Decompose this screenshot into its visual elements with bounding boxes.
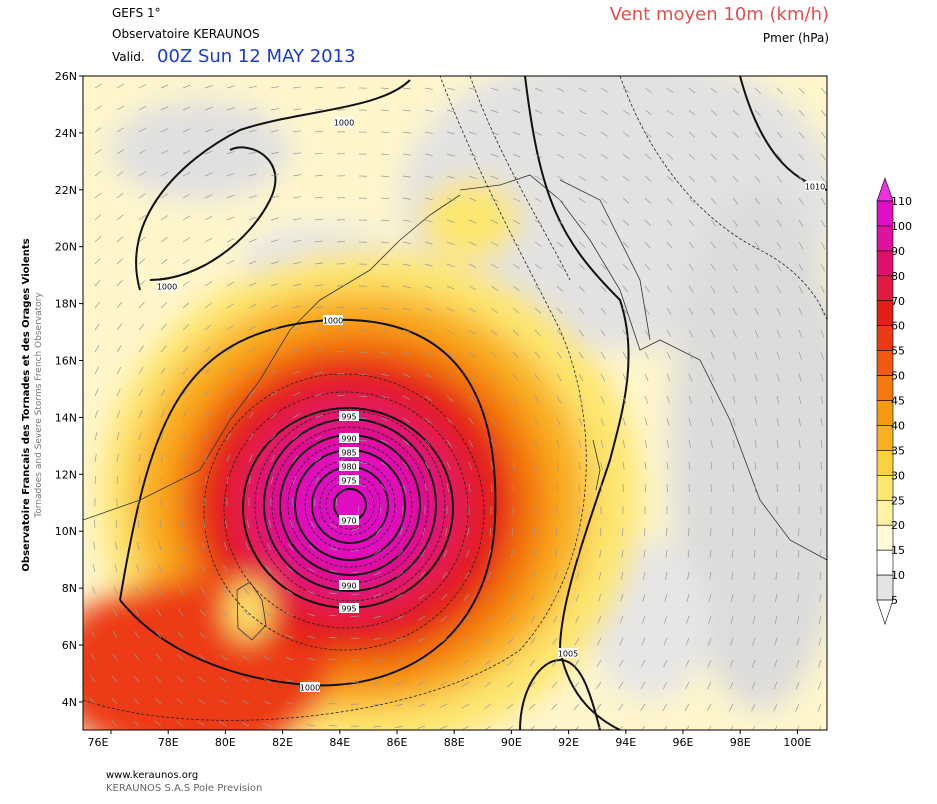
isobar-label: 1000 [323,317,343,326]
lon-label: 92E [558,736,579,749]
lon-label: 86E [387,736,408,749]
side-text: Observatoire Francais des Tornades et de… [21,238,32,571]
lat-label: 20N [55,241,77,254]
source: Observatoire KERAUNOS [112,27,260,41]
lat-label: 4N [62,696,77,709]
colorbar-label: 20 [891,519,905,532]
colorbar-label: 60 [891,320,905,333]
colorbar-label: 110 [891,195,912,208]
lat-label: 22N [55,184,77,197]
lat-label: 14N [55,411,77,424]
lat-label: 12N [55,468,77,481]
lon-label: 76E [88,736,109,749]
colorbar-label: 10 [891,569,905,582]
field-title: Vent moyen 10m (km/h) [610,4,829,25]
colorbar-label: 5 [891,594,898,607]
lon-label: 80E [215,736,236,749]
lon-label: 88E [444,736,465,749]
isobar-label: 995 [341,413,356,422]
isobar-label: 970 [341,517,356,526]
isobar-label: 985 [341,449,356,458]
lat-label: 16N [55,355,77,368]
colorbar-label: 55 [891,345,905,358]
overlay-title: Pmer (hPa) [763,31,829,45]
lat-label: 24N [55,127,77,140]
lat-label: 26N [55,70,77,83]
lon-label: 98E [730,736,751,749]
lon-label: 78E [158,736,179,749]
lon-label: 94E [615,736,636,749]
valid-label: Valid. [112,50,145,64]
colorbar-label: 70 [891,295,905,308]
valid-time: 00Z Sun 12 MAY 2013 [157,46,356,67]
isobar-label: 980 [341,463,356,472]
wind-shading [50,50,850,760]
footer-company: KERAUNOS S.A.S Pole Prevision [106,783,262,794]
isobar-label: 1000 [334,119,354,128]
colorbar-label: 25 [891,494,905,507]
lon-label: 96E [673,736,694,749]
lat-label: 18N [55,298,77,311]
lat-label: 6N [62,639,77,652]
isobar-label: 995 [341,605,356,614]
isobar-label: 1000 [300,684,320,693]
isobar-label: 990 [341,435,356,444]
colorbar-label: 15 [891,544,905,557]
isobar-label: 1010 [805,183,825,192]
colorbar-label: 35 [891,444,905,457]
map [50,50,850,760]
lat-label: 10N [55,525,77,538]
isobar-label: 975 [341,477,356,486]
colorbar-label: 100 [891,220,912,233]
colorbar-label: 50 [891,370,905,383]
isobar-label: 1000 [157,283,177,292]
colorbar-label: 30 [891,469,905,482]
isobar-label: 1005 [558,650,578,659]
lon-label: 90E [501,736,522,749]
lat-label: 8N [62,582,77,595]
model: GEFS 1° [112,6,161,20]
colorbar-label: 40 [891,419,905,432]
colorbar-label: 80 [891,270,905,283]
lon-label: 100E [783,736,811,749]
colorbar-label: 90 [891,245,905,258]
colorbar-label: 45 [891,395,905,408]
lon-label: 82E [272,736,293,749]
lon-label: 84E [329,736,350,749]
footer-url: www.keraunos.org [106,770,198,781]
colorbar: 110 100 90 80 70 60 55 50 45 40 35 30 25 20 15 10 5 [877,178,912,624]
side-text: Tornadoes and Severe Storms French Obser… [34,292,44,519]
isobar-label: 990 [341,582,356,591]
